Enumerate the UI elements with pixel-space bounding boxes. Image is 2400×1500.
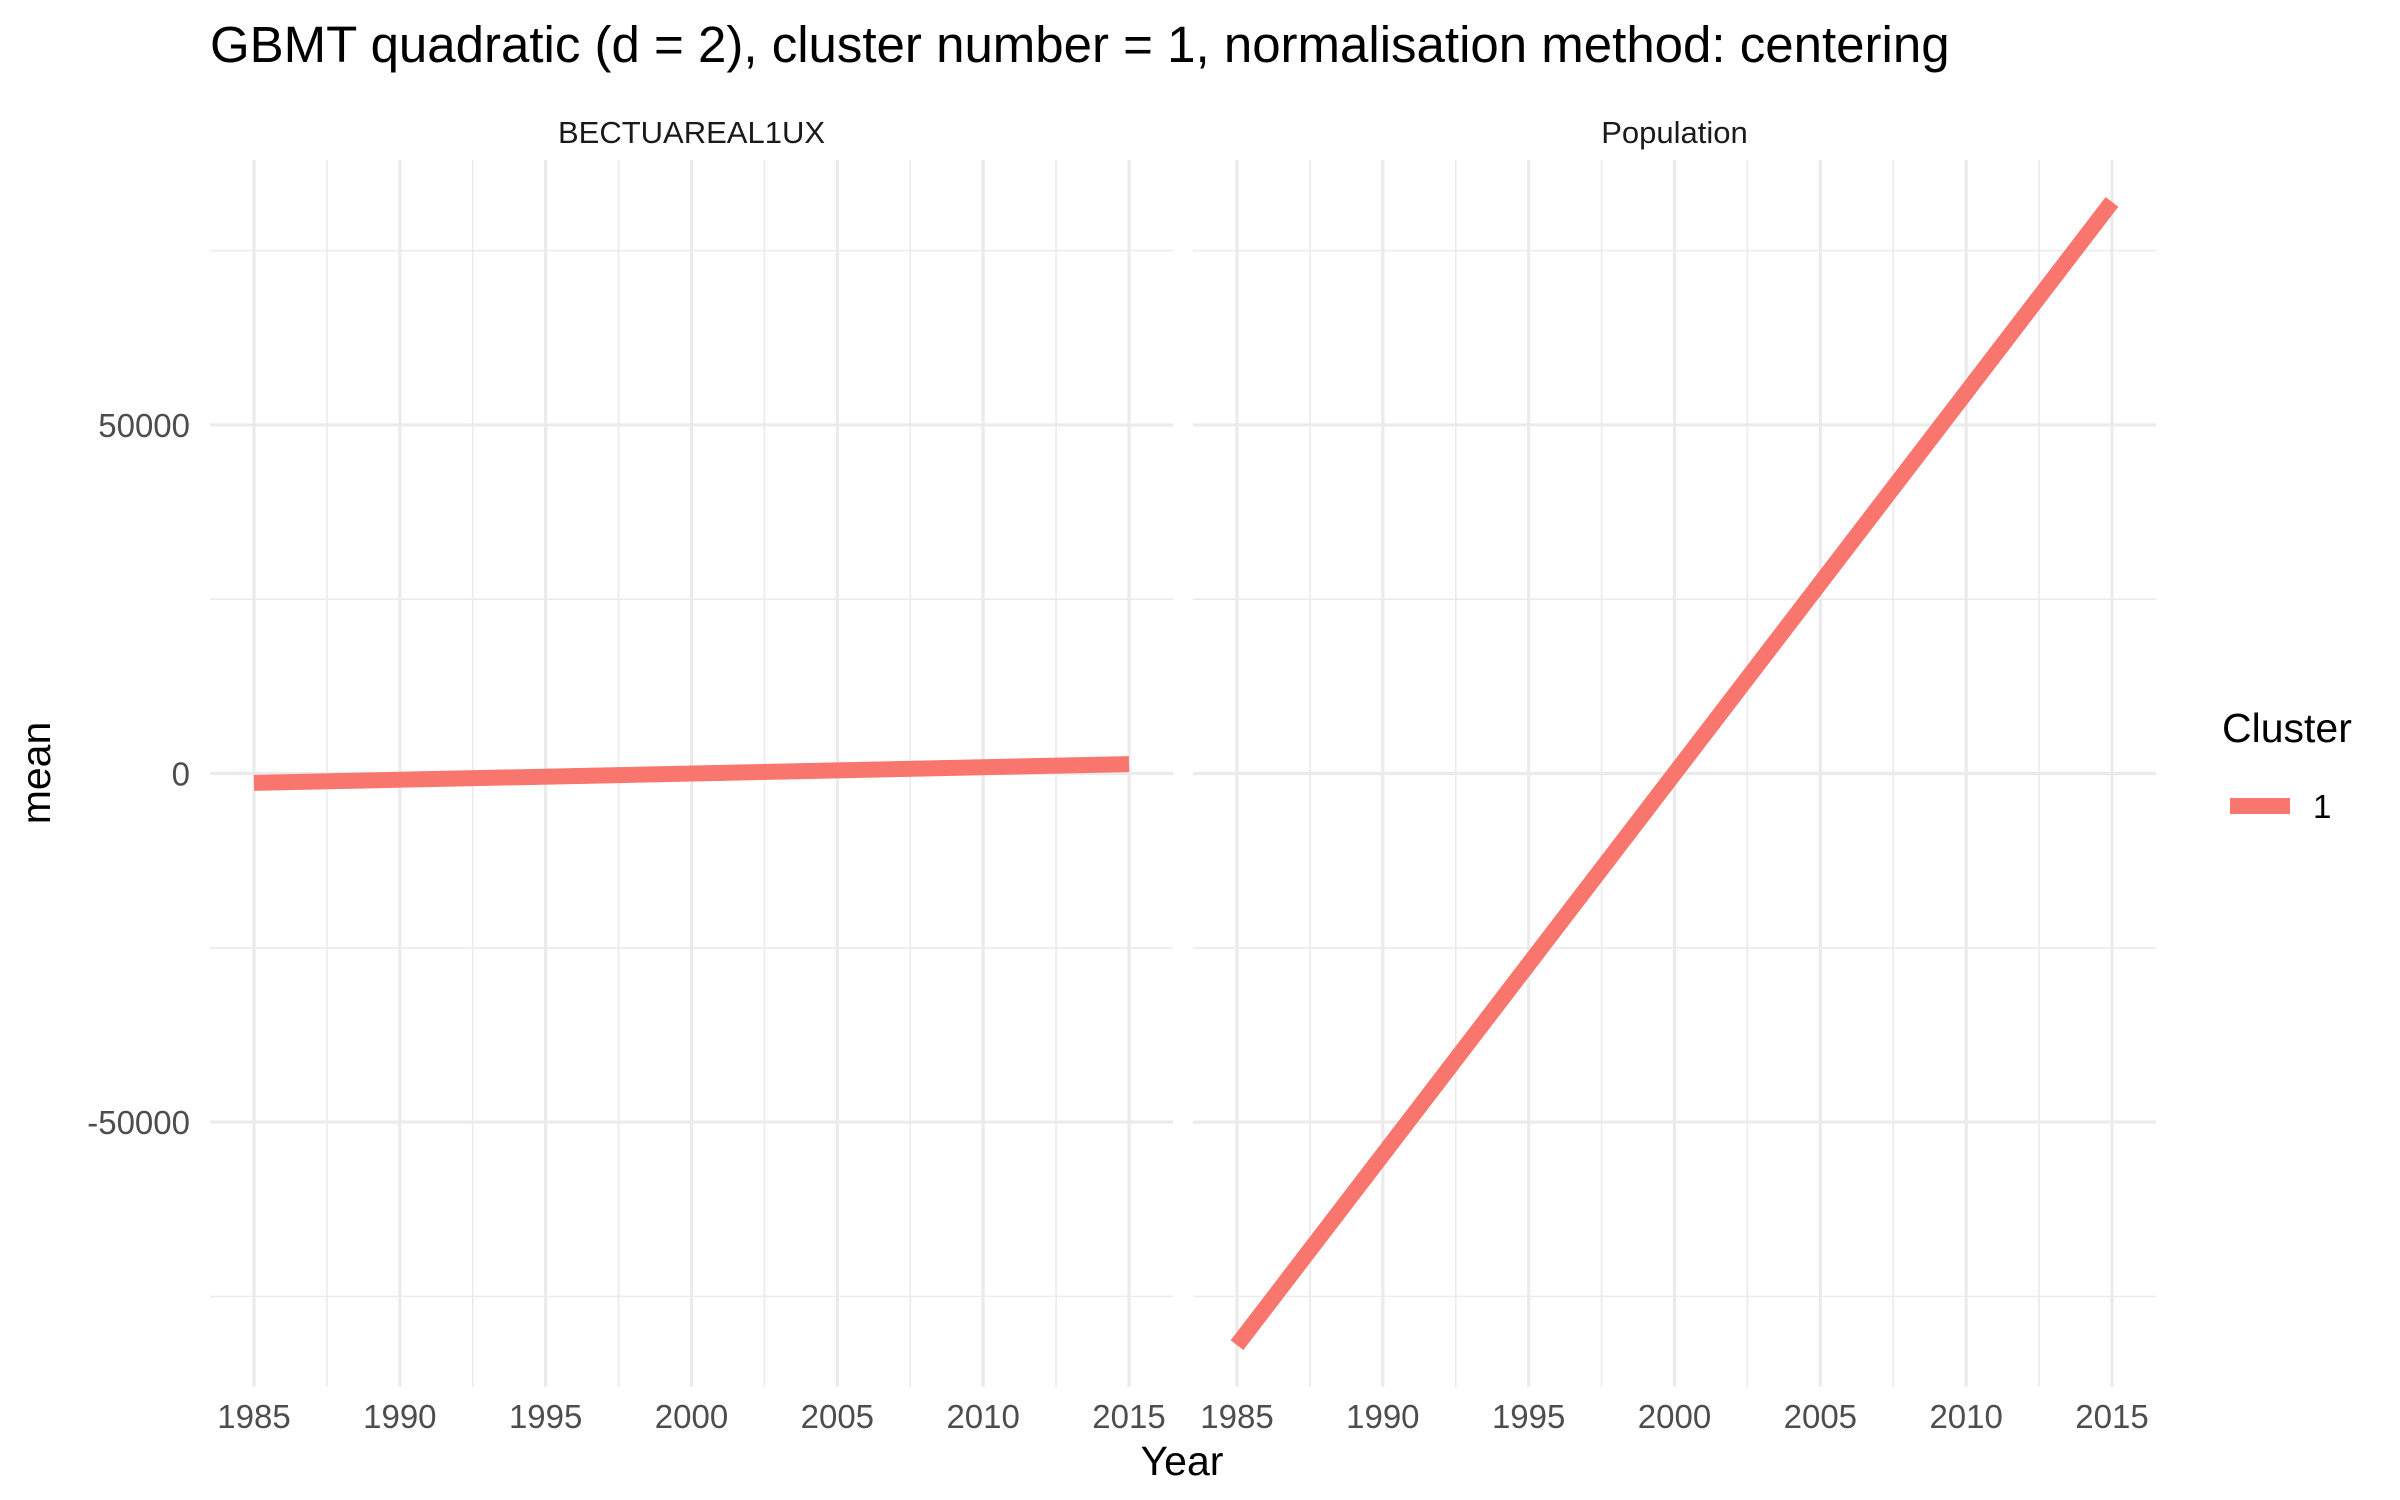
legend-label-1: 1 [2313,788,2331,825]
y-tick-label: 0 [172,756,190,793]
x-tick-label: 2015 [2075,1398,2148,1435]
x-tick-label: 1995 [1492,1398,1565,1435]
legend: Cluster 1 [2222,705,2352,825]
x-tick-label: 1985 [1200,1398,1273,1435]
x-axis-label: Year [1141,1438,1224,1484]
x-tick-label: 2015 [1092,1398,1165,1435]
y-tick-label: -50000 [87,1104,190,1141]
legend-title: Cluster [2222,705,2352,751]
x-tick-label: 1990 [1346,1398,1419,1435]
y-axis-label: mean [13,722,59,825]
panel-strip-label: BECTUAREAL1UX [558,115,825,150]
series-line-cluster-1 [1230,196,2119,1351]
x-tick-label: 2000 [1638,1398,1711,1435]
x-tick-label: 2005 [1784,1398,1857,1435]
x-tick-label: 2000 [655,1398,728,1435]
x-tick-label: 1995 [509,1398,582,1435]
x-tick-label: 1985 [217,1398,290,1435]
x-tick-label: 1990 [363,1398,436,1435]
panel-strip-label: Population [1601,115,1748,150]
x-tick-label: 2010 [946,1398,1019,1435]
y-tick-label: 50000 [98,407,190,444]
series-line-cluster-1 [253,756,1130,791]
x-tick-label: 2010 [1929,1398,2002,1435]
x-tick-label: 2005 [801,1398,874,1435]
panels: BECTUAREAL1UX 1985 1990 1995 2000 2005 2010 201… [87,115,2156,1435]
chart-title: GBMT quadratic (d = 2), cluster number =… [210,16,1950,73]
